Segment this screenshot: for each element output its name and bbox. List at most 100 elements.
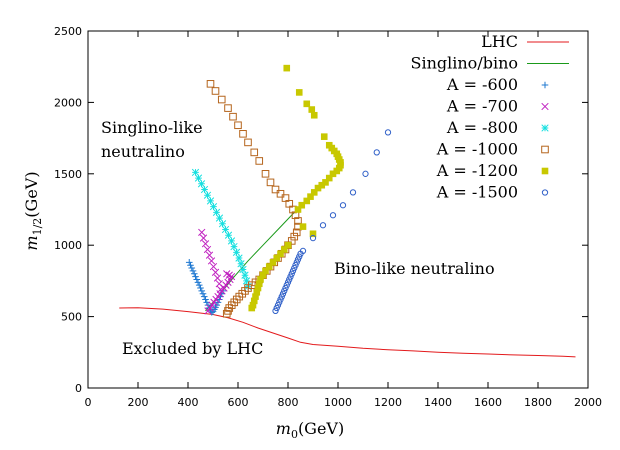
data-point xyxy=(384,129,392,136)
data-point xyxy=(241,271,249,279)
data-point xyxy=(329,170,337,178)
legend-entry-a-1200: A = -1200 xyxy=(436,161,549,180)
data-point xyxy=(284,279,292,286)
data-point xyxy=(207,257,216,265)
data-point xyxy=(286,276,293,283)
data-point xyxy=(282,284,289,292)
data-point xyxy=(198,287,206,295)
data-point xyxy=(237,260,245,268)
annotation-excluded: Excluded by LHC xyxy=(122,339,263,358)
legend-label: A = -1500 xyxy=(436,183,518,202)
y-axis-title: m1/2(GeV) xyxy=(22,171,44,250)
legend-label: A = -700 xyxy=(446,97,518,116)
x-tick-label: 800 xyxy=(278,396,299,409)
data-point xyxy=(310,111,318,119)
data-point xyxy=(373,149,380,156)
x-tick-label: 400 xyxy=(178,396,199,409)
data-point xyxy=(299,223,307,230)
series-a-600 xyxy=(185,259,227,316)
x-tick-label: 1000 xyxy=(324,396,352,409)
data-point xyxy=(293,259,300,266)
data-point xyxy=(259,271,267,279)
data-point xyxy=(277,250,284,258)
data-point xyxy=(214,299,222,306)
data-point xyxy=(193,276,201,283)
data-point xyxy=(244,138,252,147)
legend-label: A = -600 xyxy=(446,75,518,94)
data-point xyxy=(194,279,202,286)
data-point xyxy=(200,293,208,300)
data-point xyxy=(322,179,329,186)
data-point xyxy=(206,197,215,205)
series-a-1200 xyxy=(248,64,344,312)
legend-label: Singlino/bino xyxy=(411,54,518,73)
data-point xyxy=(189,267,197,275)
data-point xyxy=(273,304,280,312)
data-point xyxy=(266,178,275,187)
data-point xyxy=(255,280,263,288)
legend-entry-a-1000: A = -1000 xyxy=(436,140,549,159)
legend: LHC Singlino/bino A = -600 A = -700 A = -800… xyxy=(411,32,569,202)
data-point xyxy=(291,264,298,272)
data-point xyxy=(192,273,199,280)
data-point xyxy=(287,273,294,280)
legend-entry-a-1500: A = -1500 xyxy=(436,183,549,202)
data-point xyxy=(333,167,341,175)
series-a-800 xyxy=(191,168,252,291)
data-point xyxy=(250,148,259,157)
annotation-singlino-line2: neutralino xyxy=(101,142,185,161)
data-point xyxy=(277,296,284,303)
data-point xyxy=(209,202,218,211)
data-point xyxy=(303,100,311,108)
data-point xyxy=(195,281,203,289)
data-point xyxy=(295,89,303,96)
data-point xyxy=(318,181,326,189)
data-point xyxy=(198,228,206,237)
data-point xyxy=(234,121,242,130)
data-point xyxy=(362,170,369,177)
data-point xyxy=(215,214,224,222)
data-point xyxy=(303,197,311,205)
data-point xyxy=(292,262,299,269)
data-point xyxy=(229,112,237,121)
data-point xyxy=(197,180,206,188)
data-point xyxy=(289,267,297,275)
y-tick-label: 2000 xyxy=(54,96,82,109)
data-point xyxy=(232,248,241,256)
data-point xyxy=(190,270,198,278)
data-point xyxy=(329,212,337,219)
data-point xyxy=(203,245,212,254)
x-tick-label: 200 xyxy=(128,396,149,409)
x-tick-label: 1400 xyxy=(424,396,452,409)
x-tick-label: 0 xyxy=(85,396,92,409)
data-point xyxy=(273,254,281,262)
data-point xyxy=(199,290,207,298)
y-tick-label: 1500 xyxy=(54,168,82,181)
legend-entry-lhc: LHC xyxy=(481,32,569,51)
data-point xyxy=(194,174,203,182)
annotation-singlino-line1: Singlino-like xyxy=(101,118,203,137)
data-point xyxy=(257,276,264,283)
data-point xyxy=(292,228,301,237)
data-point xyxy=(202,296,209,303)
data-point xyxy=(284,241,292,249)
data-point xyxy=(224,104,232,112)
data-point xyxy=(294,256,302,263)
data-point xyxy=(339,202,347,209)
data-point xyxy=(309,230,317,238)
data-point xyxy=(254,284,262,292)
x-tick-label: 1600 xyxy=(474,396,502,409)
data-point xyxy=(274,302,282,309)
annotation-bino: Bino-like neutralino xyxy=(334,259,495,278)
data-point xyxy=(248,304,256,312)
data-point xyxy=(211,268,220,276)
data-point xyxy=(217,95,226,104)
data-point xyxy=(271,185,280,194)
data-point xyxy=(253,289,261,296)
data-point xyxy=(239,130,247,138)
data-point xyxy=(307,193,314,200)
data-point xyxy=(280,246,288,253)
x-axis-title: m0(GeV) xyxy=(276,419,344,441)
data-point xyxy=(211,87,220,95)
legend-swatch xyxy=(541,167,549,175)
